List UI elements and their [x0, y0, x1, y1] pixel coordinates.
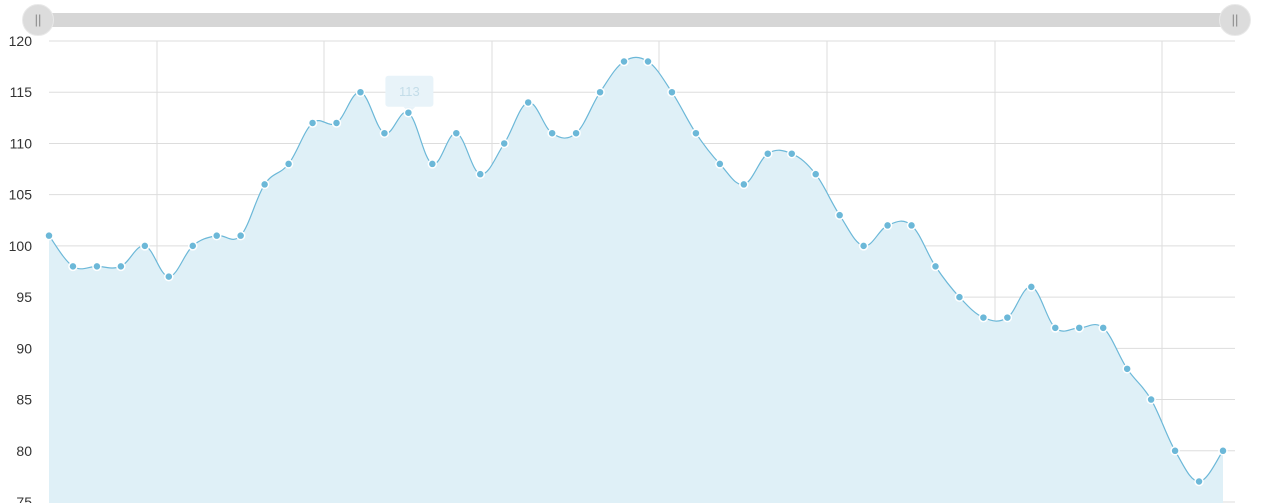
- scrollbar-track[interactable]: [38, 13, 1235, 27]
- data-point[interactable]: [259, 179, 270, 190]
- data-point[interactable]: [786, 148, 797, 159]
- y-tick-label: 95: [16, 289, 32, 305]
- data-point[interactable]: [715, 159, 725, 169]
- data-point[interactable]: [68, 261, 78, 272]
- tooltip: 113: [385, 75, 434, 113]
- data-point[interactable]: [667, 87, 677, 97]
- data-point[interactable]: [1122, 364, 1132, 374]
- data-point[interactable]: [954, 292, 965, 302]
- y-tick-label: 115: [10, 84, 33, 100]
- data-point[interactable]: [211, 230, 222, 241]
- data-point[interactable]: [643, 56, 653, 67]
- data-point[interactable]: [355, 87, 366, 97]
- data-point[interactable]: [1146, 394, 1156, 405]
- data-point[interactable]: [1098, 323, 1108, 333]
- tooltip-box: [385, 75, 434, 107]
- y-tick-label: 90: [16, 340, 32, 356]
- data-point[interactable]: [523, 97, 533, 108]
- data-point[interactable]: [427, 159, 438, 169]
- data-point[interactable]: [1218, 446, 1228, 456]
- data-point[interactable]: [1002, 312, 1013, 323]
- data-point[interactable]: [307, 118, 318, 128]
- data-point[interactable]: [595, 87, 605, 97]
- data-point[interactable]: [475, 169, 486, 179]
- series-points: [44, 56, 1228, 487]
- y-tick-label: 75: [16, 494, 32, 503]
- data-point[interactable]: [116, 261, 126, 272]
- data-point[interactable]: [906, 220, 917, 231]
- data-point[interactable]: [691, 128, 701, 138]
- data-point[interactable]: [451, 128, 462, 138]
- y-tick-label: 110: [10, 135, 33, 151]
- data-point[interactable]: [140, 241, 150, 251]
- data-point[interactable]: [739, 179, 749, 190]
- tooltip-label: 113: [399, 84, 420, 99]
- grip-icon: ||: [1231, 12, 1239, 27]
- data-point[interactable]: [235, 230, 246, 241]
- data-point[interactable]: [834, 210, 845, 220]
- data-point[interactable]: [763, 148, 773, 159]
- data-point[interactable]: [164, 271, 174, 282]
- data-point[interactable]: [1170, 446, 1180, 456]
- data-point[interactable]: [930, 261, 941, 272]
- range-scrollbar[interactable]: || ||: [0, 0, 1265, 40]
- series-area-fill: [49, 57, 1223, 503]
- data-point[interactable]: [882, 220, 893, 231]
- data-point[interactable]: [92, 261, 102, 272]
- y-tick-label: 120: [9, 33, 33, 49]
- data-point[interactable]: [44, 230, 54, 241]
- data-point[interactable]: [1050, 323, 1061, 333]
- data-point[interactable]: [978, 312, 989, 323]
- data-point[interactable]: [619, 56, 629, 67]
- data-point[interactable]: [379, 128, 390, 138]
- data-point[interactable]: [547, 128, 557, 138]
- data-point[interactable]: [810, 169, 821, 179]
- y-tick-label: 100: [9, 238, 33, 254]
- y-tick-label: 80: [16, 443, 32, 459]
- data-point[interactable]: [571, 128, 581, 138]
- data-point[interactable]: [1194, 476, 1204, 487]
- y-tick-label: 105: [9, 187, 33, 203]
- scrollbar-left-handle[interactable]: ||: [22, 4, 54, 36]
- data-point[interactable]: [188, 241, 198, 251]
- data-point[interactable]: [1074, 323, 1084, 333]
- y-axis-ticks: 75 80 85 90 95 100 105 110 115 120: [9, 33, 33, 503]
- data-point[interactable]: [499, 138, 509, 149]
- y-tick-label: 85: [16, 392, 32, 408]
- data-point[interactable]: [403, 107, 414, 118]
- data-point[interactable]: [283, 159, 294, 169]
- data-point[interactable]: [331, 118, 342, 128]
- grip-icon: ||: [34, 12, 42, 27]
- data-point[interactable]: [858, 241, 869, 251]
- data-point[interactable]: [1026, 282, 1037, 292]
- scrollbar-right-handle[interactable]: ||: [1219, 4, 1251, 36]
